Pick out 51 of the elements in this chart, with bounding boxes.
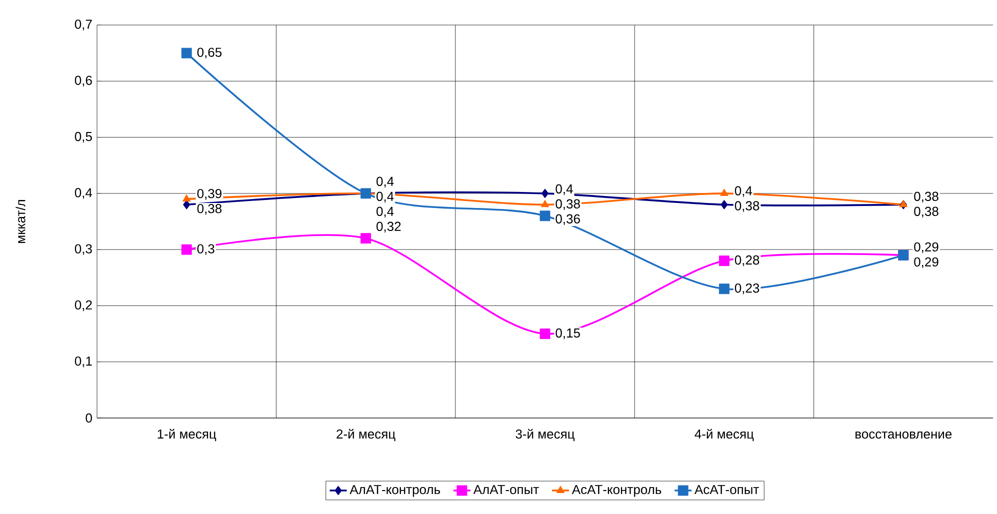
data-label: 0,29 (914, 242, 938, 254)
y-tick-label: 0,3 (74, 244, 92, 255)
y-tick-label: 0,7 (74, 20, 92, 30)
y-axis-title: мккат/л (16, 200, 26, 243)
data-label: 0,28 (734, 255, 760, 266)
y-tick-label: 0 (86, 413, 92, 423)
x-tick-label: 4-й месяц (694, 428, 754, 442)
legend-label: АлАТ-контроль (350, 485, 440, 497)
data-label: 0,4 (376, 206, 394, 218)
legend-label: АлАТ-опыт (473, 485, 539, 494)
y-tick-label: 0,5 (74, 132, 92, 143)
data-label: 0,38 (734, 201, 760, 212)
y-tick-label: 0,1 (74, 356, 92, 368)
x-tick-label: восстановление (856, 432, 952, 439)
data-label: 0,4 (376, 176, 394, 188)
point (182, 194, 191, 202)
point (718, 256, 730, 266)
data-label: 0,3 (197, 244, 214, 255)
point (181, 244, 192, 255)
data-label: 0,23 (734, 284, 760, 294)
legend-label: АсАТ-опыт (694, 485, 759, 494)
point (182, 200, 190, 210)
point (540, 328, 550, 340)
point (541, 188, 549, 198)
point (181, 48, 192, 58)
point (360, 233, 372, 244)
data-label: 0,15 (556, 328, 580, 340)
point (540, 210, 550, 222)
data-label: 0,32 (376, 222, 401, 233)
data-label: 0,38 (556, 199, 580, 210)
x-tick-label: 3-й месяц (516, 428, 574, 442)
legend-label: АсАТ-контроль (572, 485, 662, 497)
point (540, 200, 550, 208)
y-tick-label: 0,2 (74, 300, 92, 312)
x-tick-label: 2-й месяц (336, 428, 396, 442)
x-tick-label: 1-й месяц (158, 428, 216, 442)
data-label: 0,38 (197, 204, 222, 215)
data-label: 0,38 (914, 192, 938, 203)
data-label: 0,4 (376, 192, 394, 203)
y-tick-label: 0,4 (74, 188, 92, 199)
point (718, 284, 730, 294)
data-label: 0,36 (556, 214, 580, 226)
data-label: 0,4 (556, 184, 573, 196)
y-tick-label: 0,6 (74, 76, 92, 87)
data-label: 0,39 (197, 188, 222, 200)
point (720, 200, 728, 210)
data-label: 0,4 (734, 186, 752, 197)
data-label: 0,38 (914, 206, 938, 218)
data-label: 0,29 (914, 257, 938, 268)
point (720, 188, 728, 196)
data-label: 0,65 (197, 48, 222, 58)
